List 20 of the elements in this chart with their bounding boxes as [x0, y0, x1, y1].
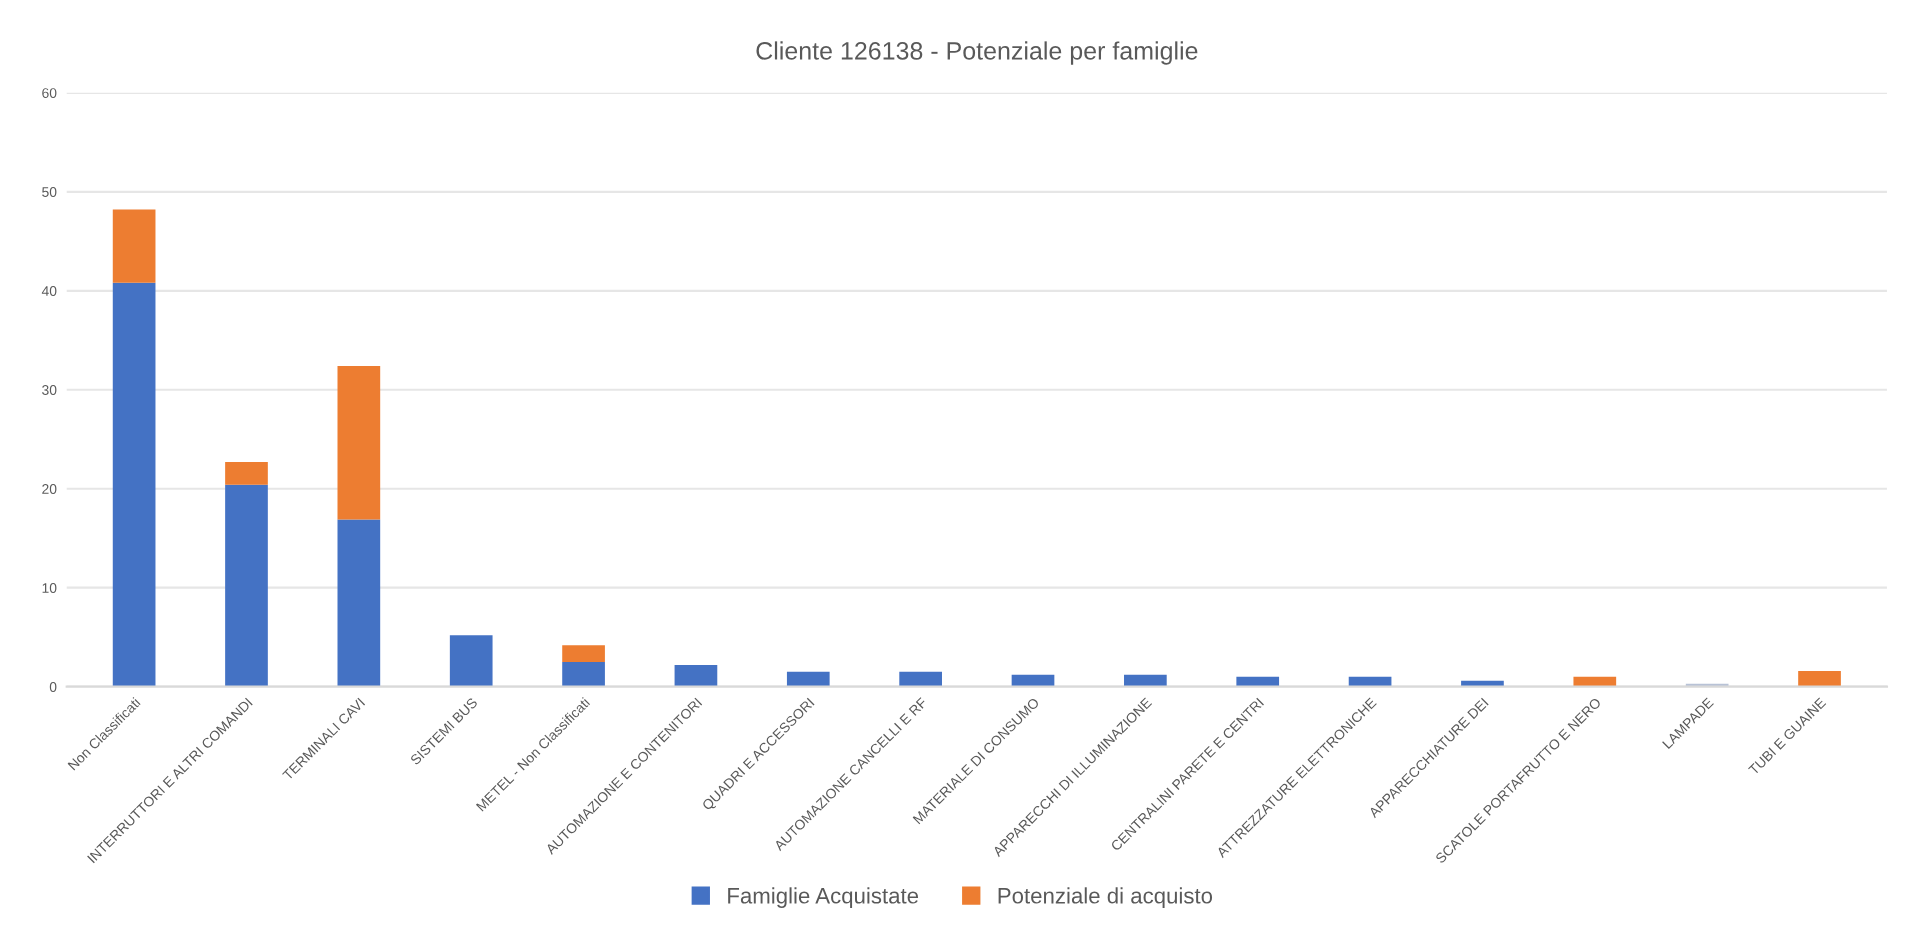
chart-title: Cliente 126138 - Potenziale per famiglie: [756, 41, 1198, 65]
bar: [337, 366, 381, 520]
bar: [1798, 670, 1841, 687]
bar: [112, 282, 156, 687]
bar: [674, 664, 718, 687]
bar: [1124, 674, 1167, 687]
bar: [337, 519, 381, 687]
bar: [786, 671, 830, 687]
bar: [225, 462, 268, 485]
bar: [449, 635, 493, 687]
bar: [225, 484, 268, 687]
bar: [562, 645, 605, 662]
bar: [899, 671, 942, 687]
bar: [562, 661, 605, 687]
bar: [1011, 674, 1055, 687]
bar: [1573, 676, 1617, 687]
legend-label: Potenziale di acquisto: [998, 887, 1213, 908]
legend-label: Famiglie Acquistate: [728, 887, 919, 908]
bar: [1236, 676, 1280, 687]
bar: [112, 209, 156, 283]
